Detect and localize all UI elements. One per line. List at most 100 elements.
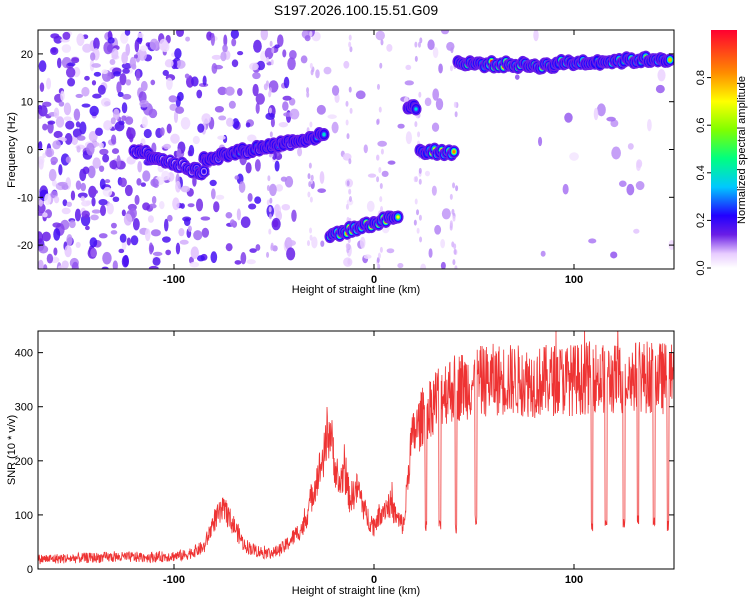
spectrogram-xtick-label: 0 bbox=[371, 274, 377, 286]
spectrogram-ridge-blob bbox=[668, 58, 672, 62]
spectrogram-noise-blob bbox=[272, 245, 278, 252]
spectrogram-ytick-label: -20 bbox=[17, 240, 33, 252]
spectrogram-streak-blob bbox=[308, 162, 312, 169]
spectrogram-noise-blob bbox=[245, 162, 252, 174]
spectrogram-noise-blob bbox=[246, 259, 256, 265]
spectrogram-noise-blob bbox=[254, 159, 261, 172]
spectrogram-streak-blob bbox=[414, 41, 418, 48]
spectrogram-noise-blob bbox=[53, 247, 58, 256]
spectrogram-noise-blob bbox=[140, 182, 146, 187]
spectrogram-streak-blob bbox=[417, 131, 421, 138]
spectrogram-noise-blob bbox=[264, 47, 274, 60]
spectrogram-noise-blob bbox=[252, 72, 261, 80]
spectrogram-noise-blob bbox=[274, 204, 280, 213]
spectrogram-noise-blob bbox=[633, 228, 640, 234]
spectrogram-noise-blob bbox=[189, 261, 200, 268]
spectrogram-noise-blob bbox=[304, 34, 311, 42]
spectrogram-noise-blob bbox=[434, 224, 442, 235]
spectrogram-noise-blob bbox=[428, 248, 433, 258]
spectrogram-streak-blob bbox=[418, 214, 422, 221]
spectrogram-noise-blob bbox=[300, 55, 308, 64]
spectrogram-noise-blob bbox=[125, 116, 134, 125]
spectrogram-streak-blob bbox=[308, 181, 312, 188]
spectrogram-noise-blob bbox=[118, 248, 125, 254]
spectrogram-noise-blob bbox=[140, 80, 148, 92]
snr-frame bbox=[37, 330, 675, 570]
spectrogram-streak-blob bbox=[376, 257, 380, 264]
spectrogram-noise-blob bbox=[77, 192, 88, 199]
spectrogram-noise-blob bbox=[53, 107, 60, 119]
spectrogram-noise-blob bbox=[627, 143, 634, 150]
spectrogram-noise-blob bbox=[162, 236, 171, 243]
spectrogram-noise-blob bbox=[124, 30, 131, 36]
spectrogram-noise-blob bbox=[112, 196, 120, 203]
spectrogram-streak-blob bbox=[265, 80, 269, 87]
spectrogram-noise-blob bbox=[119, 233, 127, 243]
spectrogram-noise-blob bbox=[70, 190, 76, 201]
spectrogram-noise-blob bbox=[289, 108, 300, 120]
spectrogram-noise-blob bbox=[141, 116, 148, 129]
spectrogram-noise-blob bbox=[381, 170, 389, 177]
spectrogram-noise-blob bbox=[84, 75, 90, 81]
spectrogram-noise-blob bbox=[126, 237, 131, 246]
spectrogram-ridge-blob bbox=[396, 215, 400, 219]
spectrogram-noise-blob bbox=[121, 102, 128, 114]
spectrogram-noise-blob bbox=[424, 170, 430, 177]
spectrogram-streak-blob bbox=[449, 224, 453, 231]
spectrogram-noise-blob bbox=[121, 115, 127, 121]
spectrogram-noise-blob bbox=[75, 180, 82, 190]
spectrogram-streak-blob bbox=[419, 236, 423, 243]
spectrogram-noise-blob bbox=[68, 220, 76, 229]
spectrogram-noise-blob bbox=[114, 121, 125, 132]
spectrogram-noise-blob bbox=[50, 46, 59, 56]
spectrogram-noise-blob bbox=[151, 195, 157, 205]
spectrogram-streak-blob bbox=[379, 246, 383, 253]
spectrogram-noise-blob bbox=[52, 222, 61, 228]
spectrogram-noise-blob bbox=[150, 79, 156, 86]
spectrogram-noise-blob bbox=[38, 199, 43, 207]
snr-ylabel: SNR (10 * v/v) bbox=[6, 415, 18, 485]
snr-ytick-label: 400 bbox=[15, 348, 33, 360]
spectrogram-noise-blob bbox=[71, 135, 79, 146]
spectrogram-noise-blob bbox=[91, 197, 96, 207]
spectrogram-noise-blob bbox=[405, 64, 412, 71]
spectrogram-noise-blob bbox=[90, 52, 96, 61]
spectrogram-streak-blob bbox=[455, 185, 459, 192]
spectrogram-noise-blob bbox=[76, 33, 85, 47]
spectrogram-ridges bbox=[128, 50, 674, 244]
spectrogram-noise-blob bbox=[111, 148, 120, 155]
spectrogram-streak-blob bbox=[380, 39, 384, 46]
spectrogram-noise-blob bbox=[175, 59, 186, 69]
spectrogram-noise-blob bbox=[51, 179, 57, 187]
spectrogram-noise-blob bbox=[636, 159, 643, 169]
spectrogram-streak-blob bbox=[268, 90, 272, 97]
spectrogram-streak-blob bbox=[453, 243, 457, 250]
spectrogram-streak-blob bbox=[306, 91, 310, 98]
spectrogram-noise-blob bbox=[38, 245, 49, 254]
spectrogram-noise-blob bbox=[93, 71, 102, 77]
spectrogram-noise-blob bbox=[657, 69, 666, 82]
spectrogram-noise-blob bbox=[166, 77, 173, 90]
spectrogram-streak-blob bbox=[307, 173, 311, 180]
spectrogram-streak-blob bbox=[307, 191, 311, 198]
spectrogram-noise-blob bbox=[63, 116, 72, 121]
spectrogram-noise-blob bbox=[150, 178, 159, 188]
spectrogram-noise-blob bbox=[177, 91, 184, 102]
spectrogram-streak-blob bbox=[379, 183, 383, 190]
spectrogram-noise-blob bbox=[137, 48, 147, 61]
spectrogram-noise-blob bbox=[67, 77, 76, 87]
spectrogram-noise-blob bbox=[116, 154, 121, 168]
snr-ytick-label: 0 bbox=[27, 564, 33, 576]
spectrogram-noise-blob bbox=[109, 159, 118, 170]
spectrogram-ridge-blob bbox=[452, 150, 456, 154]
spectrogram-streak-blob bbox=[348, 196, 352, 203]
spectrogram-noise-blob bbox=[38, 140, 43, 151]
spectrogram-noise-blob bbox=[38, 60, 47, 73]
spectrogram-streak-blob bbox=[347, 258, 351, 265]
spectrogram-streak-blob bbox=[377, 263, 381, 269]
spectrogram-noise-blob bbox=[109, 58, 116, 66]
spectrogram-noise-blob bbox=[57, 57, 62, 69]
spectrogram-noise-blob bbox=[50, 33, 60, 39]
spectrogram-noise-blob bbox=[81, 86, 90, 97]
spectrogram-noise-blob bbox=[440, 261, 446, 269]
